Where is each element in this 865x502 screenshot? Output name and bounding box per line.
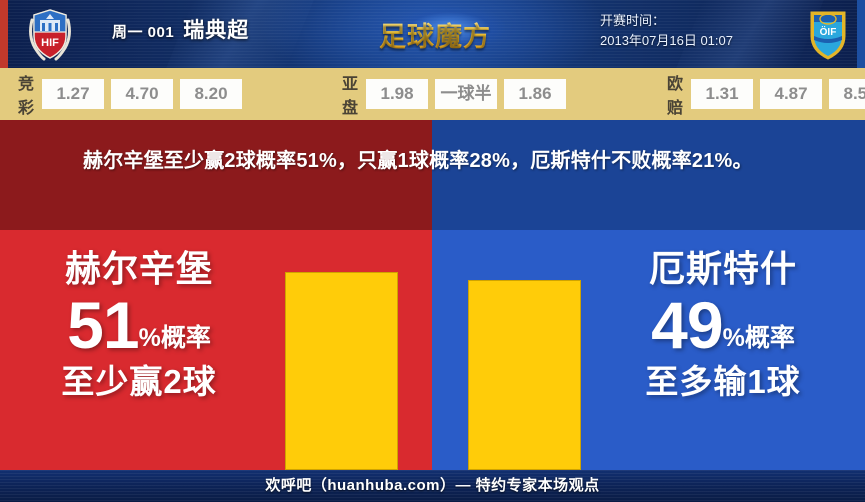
home-team-crest-icon: HIF <box>29 9 71 61</box>
away-team-crest-icon: ÖIF <box>810 11 846 60</box>
home-percent-suffix: %概率 <box>138 324 211 352</box>
odds-cell-home[interactable]: 1.31 <box>691 79 754 109</box>
match-round-number: 周一 001 <box>112 24 175 41</box>
commentary-text: 赫尔辛堡至少赢2球概率51%，只赢1球概率28%，厄斯特什不败概率21%。 <box>83 150 753 172</box>
odds-cell-draw[interactable]: 4.87 <box>760 79 823 109</box>
away-percent-value: 49 <box>651 288 723 362</box>
match-label: 周一 001 瑞典超 <box>112 14 249 44</box>
odds-cell-handicap[interactable]: 一球半 <box>435 79 498 109</box>
commentary-background-right <box>432 120 865 230</box>
odds-group-title: 亚盘 <box>342 76 360 117</box>
away-probability-bar <box>468 280 581 470</box>
probability-panels: 赫尔辛堡 51 %概率 至少赢2球 厄斯特什 49 %概率 至多输1球 <box>0 230 865 470</box>
odds-cell-home[interactable]: 1.98 <box>366 79 429 109</box>
footer-credit-text: 欢呼吧（huanhuba.com）— 特约专家本场观点 <box>265 477 600 494</box>
away-team-name: 厄斯特什 <box>648 248 797 289</box>
brand-logo-text: 足球魔方 <box>379 15 491 54</box>
footer-bar: 欢呼吧（huanhuba.com）— 特约专家本场观点 <box>0 470 865 502</box>
odds-group-title: 竞彩 <box>18 76 36 117</box>
odds-cell-away[interactable]: 1.86 <box>504 79 567 109</box>
odds-bar: 竞彩 1.27 4.70 8.20 亚盘 1.98 一球半 1.86 欧赔 1.… <box>0 68 865 120</box>
odds-cell-draw[interactable]: 4.70 <box>111 79 174 109</box>
odds-group-jingcai: 竞彩 1.27 4.70 8.20 <box>18 70 243 118</box>
header-bar: HIF 周一 001 瑞典超 足球魔方 开赛时间： 2013年07月16日 01… <box>0 0 865 68</box>
kickoff-info: 开赛时间： 2013年07月16日 01:07 <box>600 11 733 51</box>
away-percent-row: 49 %概率 <box>592 292 854 358</box>
commentary-background-left <box>0 120 432 230</box>
odds-cell-away[interactable]: 8.59 <box>829 79 865 109</box>
home-outcome-label: 至少赢2球 <box>61 363 217 400</box>
brand-logo: 足球魔方 <box>362 8 508 60</box>
home-probability-bar <box>285 272 398 470</box>
away-outcome-label: 至多输1球 <box>645 363 801 400</box>
odds-cell-away[interactable]: 8.20 <box>180 79 243 109</box>
away-percent-suffix: %概率 <box>722 324 795 352</box>
odds-group-asian-handicap: 亚盘 1.98 一球半 1.86 <box>342 70 567 118</box>
brand-starburst-icon <box>362 8 508 60</box>
home-panel-content: 赫尔辛堡 51 %概率 至少赢2球 <box>8 248 270 402</box>
home-percent-value: 51 <box>67 288 139 362</box>
odds-group-european: 欧赔 1.31 4.87 8.59 <box>667 70 865 118</box>
home-team-name: 赫尔辛堡 <box>64 248 213 289</box>
odds-group-title: 欧赔 <box>667 76 685 117</box>
match-league-name: 瑞典超 <box>183 19 250 42</box>
footer-scanline-overlay <box>0 470 865 502</box>
commentary-band: 赫尔辛堡至少赢2球概率51%，只赢1球概率28%，厄斯特什不败概率21%。 <box>0 120 865 230</box>
away-panel-content: 厄斯特什 49 %概率 至多输1球 <box>592 248 854 402</box>
header-accent-stripe-left <box>0 0 8 68</box>
home-percent-row: 51 %概率 <box>8 292 270 358</box>
home-crest-text: HIF <box>41 37 59 49</box>
odds-cell-home[interactable]: 1.27 <box>42 79 105 109</box>
kickoff-label: 开赛时间： <box>600 13 666 28</box>
kickoff-value: 2013年07月16日 01:07 <box>600 33 733 48</box>
header-accent-stripe-right <box>857 0 865 68</box>
away-crest-text: ÖIF <box>820 25 837 38</box>
